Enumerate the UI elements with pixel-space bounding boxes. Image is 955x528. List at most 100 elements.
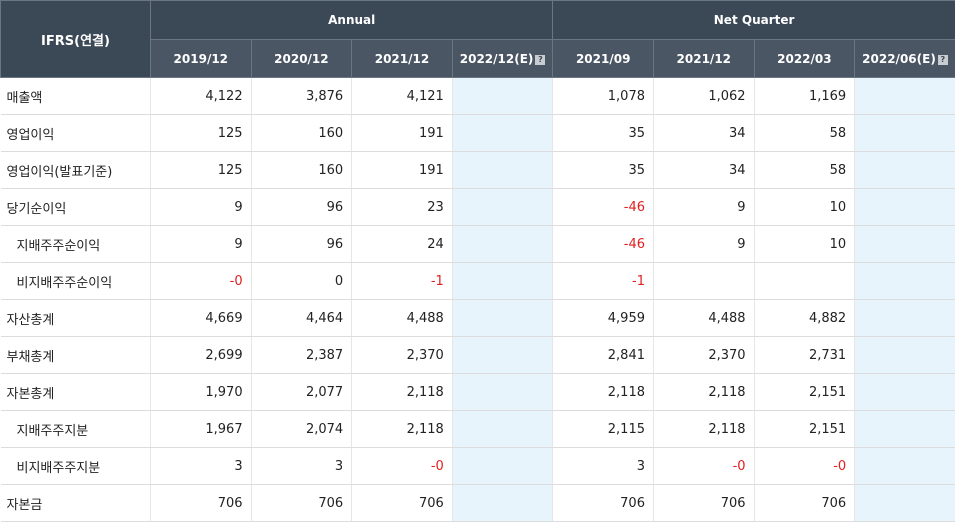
- table-cell: 9: [652, 225, 755, 263]
- table-cell: 706: [250, 484, 352, 522]
- table-cell: 2,118: [652, 373, 755, 411]
- table-cell: 0: [250, 262, 352, 300]
- table-cell: [854, 373, 955, 411]
- row-label: 지배주주순이익: [0, 225, 151, 263]
- table-cell: [854, 262, 955, 300]
- table-cell: -1: [552, 262, 654, 300]
- table-cell: -0: [652, 447, 755, 485]
- table-row: 당기순이익 9 96 23 -46 9 10: [0, 188, 955, 226]
- table-row: 지배주주순이익 9 96 24 -46 9 10: [0, 225, 955, 263]
- table-cell: 35: [552, 151, 654, 189]
- table-row: 매출액 4,122 3,876 4,121 1,078 1,062 1,169: [0, 77, 955, 115]
- table-cell: 4,959: [552, 299, 654, 337]
- table-cell: 4,121: [351, 77, 453, 115]
- question-icon[interactable]: ?: [535, 54, 546, 65]
- table-label-header: IFRS(연결): [0, 0, 151, 78]
- table-cell: 1,078: [552, 77, 654, 115]
- table-cell: 24: [351, 225, 453, 263]
- table-cell: 2,151: [753, 373, 855, 411]
- table-cell: [451, 151, 553, 189]
- table-cell: 3: [150, 447, 252, 485]
- table-cell: [854, 336, 955, 374]
- table-cell: 2,370: [351, 336, 453, 374]
- table-cell: [451, 484, 553, 522]
- table-cell: 2,151: [753, 410, 855, 448]
- table-cell: 3: [552, 447, 654, 485]
- table-row: 자본금 706 706 706 706 706 706: [0, 484, 955, 522]
- table-cell: 35: [552, 114, 654, 152]
- row-label: 자산총계: [0, 299, 151, 337]
- table-cell: [854, 484, 955, 522]
- table-cell: [451, 114, 553, 152]
- table-cell: 4,488: [652, 299, 755, 337]
- table-cell: 1,062: [652, 77, 755, 115]
- row-label: 비지배주주지분: [0, 447, 151, 485]
- table-row: 부채총계 2,699 2,387 2,370 2,841 2,370 2,731: [0, 336, 955, 374]
- table-cell: -46: [552, 225, 654, 263]
- table-cell: 1,970: [150, 373, 252, 411]
- table-cell: 96: [250, 225, 352, 263]
- table-cell: 3,876: [250, 77, 352, 115]
- table-cell: 4,464: [250, 299, 352, 337]
- table-cell: [451, 447, 553, 485]
- table-cell: 4,488: [351, 299, 453, 337]
- period-header: 2020/12: [250, 39, 353, 78]
- table-cell: 1,967: [150, 410, 252, 448]
- period-header: 2019/12: [150, 39, 252, 78]
- table-cell: [854, 225, 955, 263]
- table-cell: 2,074: [250, 410, 352, 448]
- table-cell: [451, 410, 553, 448]
- table-cell: 58: [753, 114, 855, 152]
- table-cell: [451, 299, 553, 337]
- annual-header: Annual: [149, 0, 554, 40]
- table-cell: [854, 410, 955, 448]
- table-cell: 706: [351, 484, 453, 522]
- table-cell: 2,370: [652, 336, 755, 374]
- table-cell: 2,841: [552, 336, 654, 374]
- table-cell: 706: [652, 484, 755, 522]
- table-cell: [451, 373, 553, 411]
- table-cell: [854, 188, 955, 226]
- table-cell: 58: [753, 151, 855, 189]
- table-cell: [854, 299, 955, 337]
- period-header: 2021/12: [652, 39, 755, 78]
- table-cell: 2,118: [652, 410, 755, 448]
- row-label: 비지배주주순이익: [0, 262, 151, 300]
- table-cell: 125: [150, 114, 252, 152]
- period-header: 2022/06(E)?: [854, 39, 955, 78]
- table-cell: 34: [652, 114, 755, 152]
- table-cell: 9: [150, 225, 252, 263]
- row-label: 당기순이익: [0, 188, 151, 226]
- table-cell: 4,669: [150, 299, 252, 337]
- table-cell: [451, 188, 553, 226]
- table-cell: [854, 114, 955, 152]
- table-cell: [652, 262, 755, 300]
- table-cell: [854, 447, 955, 485]
- table-cell: 2,731: [753, 336, 855, 374]
- table-cell: [451, 262, 553, 300]
- row-label: 영업이익(발표기준): [0, 151, 151, 189]
- quarter-header: Net Quarter: [552, 0, 955, 40]
- table-cell: 2,118: [552, 373, 654, 411]
- table-row: 영업이익(발표기준) 125 160 191 35 34 58: [0, 151, 955, 189]
- table-cell: [854, 77, 955, 115]
- table-cell: 706: [552, 484, 654, 522]
- table-cell: 9: [150, 188, 252, 226]
- table-cell: 191: [351, 114, 453, 152]
- period-header: 2022/12(E)?: [451, 39, 554, 78]
- table-cell: 3: [250, 447, 352, 485]
- row-label: 자본총계: [0, 373, 151, 411]
- table-row: 지배주주지분 1,967 2,074 2,118 2,115 2,118 2,151: [0, 410, 955, 448]
- period-header: 2021/09: [552, 39, 654, 78]
- table-cell: 2,115: [552, 410, 654, 448]
- table-cell: 706: [753, 484, 855, 522]
- table-row: 자산총계 4,669 4,464 4,488 4,959 4,488 4,882: [0, 299, 955, 337]
- table-cell: 23: [351, 188, 453, 226]
- table-cell: 191: [351, 151, 453, 189]
- question-icon[interactable]: ?: [937, 54, 948, 65]
- table-row: 비지배주주지분 3 3 -0 3 -0 -0: [0, 447, 955, 485]
- table-cell: [451, 77, 553, 115]
- table-row: 자본총계 1,970 2,077 2,118 2,118 2,118 2,151: [0, 373, 955, 411]
- table-cell: [451, 225, 553, 263]
